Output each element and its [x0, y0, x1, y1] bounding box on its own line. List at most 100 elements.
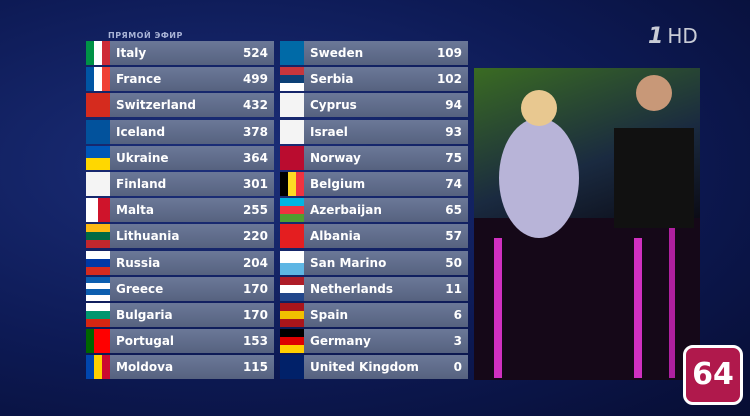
flag [86, 224, 110, 249]
points: 524 [242, 46, 268, 60]
points: 499 [242, 72, 268, 87]
points: 220 [242, 229, 268, 244]
flag [86, 303, 110, 327]
score-row: Italy 524 [86, 41, 274, 65]
country-name: San Marino [310, 255, 387, 270]
points: 109 [436, 46, 462, 60]
flag [280, 250, 304, 275]
country-bar: Italy 524 [110, 41, 274, 65]
country-name: Norway [310, 150, 361, 165]
score-row: Switzerland 432 [86, 93, 274, 118]
score-row: Norway 75 [280, 145, 468, 170]
light-strip [669, 228, 675, 378]
channel-badge: 64 [683, 345, 743, 405]
country-bar: Bulgaria 170 [110, 303, 274, 327]
score-row: Portugal 153 [86, 329, 274, 354]
channel-suffix: HD [667, 24, 698, 48]
flag [280, 119, 304, 144]
points: 11 [445, 281, 462, 296]
flag [280, 145, 304, 170]
country-name: Israel [310, 124, 348, 139]
flag [86, 67, 110, 92]
score-row: Malta 255 [86, 198, 274, 223]
host-right-head [636, 75, 672, 111]
country-name: Azerbaijan [310, 203, 382, 218]
country-bar: Serbia 102 [304, 67, 468, 92]
country-bar: Netherlands 11 [304, 276, 468, 301]
points: 432 [242, 98, 268, 113]
country-bar: France 499 [110, 67, 274, 92]
country-name: Lithuania [116, 229, 180, 244]
flag [280, 67, 304, 92]
country-name: Cyprus [310, 98, 357, 113]
score-row: Azerbaijan 65 [280, 198, 468, 223]
score-row: Netherlands 11 [280, 276, 468, 301]
score-row: Albania 57 [280, 224, 468, 249]
flag [86, 93, 110, 118]
country-name: Finland [116, 177, 167, 191]
points: 102 [436, 72, 462, 87]
points: 170 [242, 308, 268, 322]
country-name: Italy [116, 46, 147, 60]
points: 93 [445, 124, 462, 139]
score-row: France 499 [86, 67, 274, 92]
score-row: Russia 204 [86, 250, 274, 275]
flag [280, 41, 304, 65]
flag [86, 276, 110, 301]
host-right [614, 128, 694, 228]
flag [86, 172, 110, 196]
score-row: Iceland 378 [86, 119, 274, 144]
score-row: Moldova 115 [86, 355, 274, 380]
flag [280, 329, 304, 354]
light-strip [494, 238, 502, 378]
country-name: Albania [310, 229, 361, 244]
flag [86, 355, 110, 380]
country-bar: Norway 75 [304, 145, 468, 170]
score-row: United Kingdom 0 [280, 355, 468, 380]
country-bar: Finland 301 [110, 172, 274, 196]
points: 378 [242, 124, 268, 139]
points: 94 [445, 98, 462, 113]
points: 115 [242, 360, 268, 375]
points: 153 [242, 334, 268, 349]
country-name: Greece [116, 281, 164, 296]
score-row: Greece 170 [86, 276, 274, 301]
flag [280, 224, 304, 249]
country-name: Sweden [310, 46, 364, 60]
country-bar: Malta 255 [110, 198, 274, 223]
country-bar: San Marino 50 [304, 250, 468, 275]
country-bar: Germany 3 [304, 329, 468, 354]
country-bar: Albania 57 [304, 224, 468, 249]
country-name: Ukraine [116, 150, 169, 165]
points: 57 [445, 229, 462, 244]
points: 74 [445, 177, 462, 191]
points: 65 [445, 203, 462, 218]
score-row: Finland 301 [86, 172, 274, 196]
score-row: San Marino 50 [280, 250, 468, 275]
channel-number: 1 [648, 24, 664, 49]
country-name: France [116, 72, 162, 87]
country-bar: Lithuania 220 [110, 224, 274, 249]
country-name: Serbia [310, 72, 354, 87]
country-name: United Kingdom [310, 360, 419, 375]
score-row: Cyprus 94 [280, 93, 468, 118]
flag [86, 250, 110, 275]
score-row: Belgium 74 [280, 172, 468, 196]
country-name: Bulgaria [116, 308, 173, 322]
score-row: Germany 3 [280, 329, 468, 354]
live-label: ПРЯМОЙ ЭФИР [108, 31, 183, 40]
points: 0 [453, 360, 462, 375]
points: 170 [242, 281, 268, 296]
stage-desk [474, 218, 700, 380]
flag [280, 355, 304, 380]
country-bar: Russia 204 [110, 250, 274, 275]
country-name: Belgium [310, 177, 366, 191]
country-bar: Moldova 115 [110, 355, 274, 380]
points: 50 [445, 255, 462, 270]
points: 301 [242, 177, 268, 191]
country-name: Netherlands [310, 281, 394, 296]
video-feed [474, 68, 700, 380]
country-bar: Iceland 378 [110, 119, 274, 144]
flag [86, 329, 110, 354]
